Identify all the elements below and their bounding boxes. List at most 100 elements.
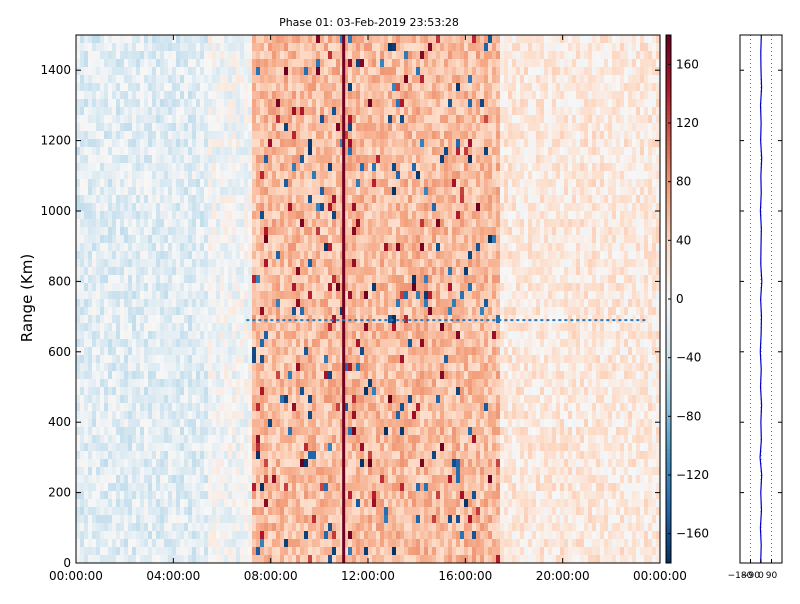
heatmap-cell [108, 467, 113, 476]
heatmap-cell [316, 379, 321, 388]
heatmap-cell [348, 475, 353, 484]
heatmap-cell [180, 443, 185, 452]
heatmap-cell [248, 243, 253, 252]
heatmap-cell [140, 99, 145, 108]
heatmap-cell [140, 139, 145, 148]
heatmap-cell [136, 499, 141, 508]
heatmap-cell [200, 227, 205, 236]
heatmap-cell [372, 275, 377, 284]
heatmap-cell [320, 331, 325, 340]
heatmap-cell [232, 147, 237, 156]
heatmap-cell [252, 531, 257, 540]
heatmap-cell [104, 435, 109, 444]
heatmap-cell [148, 243, 153, 252]
heatmap-cell [192, 419, 197, 428]
heatmap-cell [148, 163, 153, 172]
heatmap-cell [376, 347, 381, 356]
heatmap-cell [308, 459, 313, 468]
heatmap-cell [320, 243, 325, 252]
heatmap-cell [268, 523, 273, 532]
heatmap-cell [304, 131, 309, 140]
heatmap-cell [80, 555, 85, 564]
heatmap-cell [116, 203, 121, 212]
heatmap-cell [240, 331, 245, 340]
heatmap-cell [164, 267, 169, 276]
heatmap-cell [112, 139, 117, 148]
heatmap-cell [252, 267, 257, 276]
heatmap-cell [140, 211, 145, 220]
heatmap-cell [280, 291, 285, 300]
heatmap-cell [232, 347, 237, 356]
heatmap-cell [112, 555, 117, 564]
heatmap-cell [268, 467, 273, 476]
heatmap-cell [168, 347, 173, 356]
heatmap-cell [160, 339, 165, 348]
heatmap-cell [328, 123, 333, 132]
heatmap-cell [332, 547, 337, 556]
heatmap-cell [132, 331, 137, 340]
heatmap-cell [324, 283, 329, 292]
heatmap-cell [176, 291, 181, 300]
heatmap-cell [236, 451, 241, 460]
heatmap-cell [108, 251, 113, 260]
heatmap-cell [164, 507, 169, 516]
heatmap-cell [92, 475, 97, 484]
heatmap-cell [140, 163, 145, 172]
heatmap-cell [212, 251, 217, 260]
heatmap-cell [224, 499, 229, 508]
heatmap-cell [204, 51, 209, 60]
heatmap-cell [92, 443, 97, 452]
heatmap-cell [292, 483, 297, 492]
heatmap-cell [176, 91, 181, 100]
heatmap-cell [324, 179, 329, 188]
heatmap-cell [248, 507, 253, 516]
heatmap-cell [304, 91, 309, 100]
heatmap-cell [180, 499, 185, 508]
heatmap-cell [224, 523, 229, 532]
heatmap-cell [340, 67, 345, 76]
heatmap-cell [212, 35, 217, 44]
heatmap-cell [168, 443, 173, 452]
heatmap-cell [296, 251, 301, 260]
heatmap-cell [180, 307, 185, 316]
heatmap-cell [220, 107, 225, 116]
heatmap-cell [252, 323, 257, 332]
heatmap-cell [304, 107, 309, 116]
heatmap-cell [172, 75, 177, 84]
heatmap-cell [160, 283, 165, 292]
heatmap-cell [148, 219, 153, 228]
heatmap-cell [320, 291, 325, 300]
heatmap-cell [372, 187, 377, 196]
heatmap-cell [148, 227, 153, 236]
heatmap-cell [296, 235, 301, 244]
heatmap-cell [152, 427, 157, 436]
heatmap-cell [156, 123, 161, 132]
heatmap-cell [236, 523, 241, 532]
heatmap-cell [164, 547, 169, 556]
heatmap-cell [352, 131, 357, 140]
heatmap-cell [332, 475, 337, 484]
heatmap-cell [264, 51, 269, 60]
heatmap-cell [236, 259, 241, 268]
heatmap-cell [360, 99, 365, 108]
heatmap-cell [272, 123, 277, 132]
heatmap-cell [332, 395, 337, 404]
heatmap-cell [288, 147, 293, 156]
heatmap-cell [348, 419, 353, 428]
heatmap-cell [308, 467, 313, 476]
heatmap-cell [336, 259, 341, 268]
heatmap-cell [228, 547, 233, 556]
heatmap-cell [368, 515, 373, 524]
heatmap-cell [320, 219, 325, 228]
heatmap-cell [332, 291, 337, 300]
heatmap-cell [288, 459, 293, 468]
heatmap-cell [172, 427, 177, 436]
heatmap-cell [180, 371, 185, 380]
heatmap-cell [320, 267, 325, 276]
heatmap-cell [108, 355, 113, 364]
heatmap-cell [180, 395, 185, 404]
heatmap-cell [112, 291, 117, 300]
heatmap-cell [96, 299, 101, 308]
heatmap-cell [252, 211, 257, 220]
heatmap-cell [176, 179, 181, 188]
